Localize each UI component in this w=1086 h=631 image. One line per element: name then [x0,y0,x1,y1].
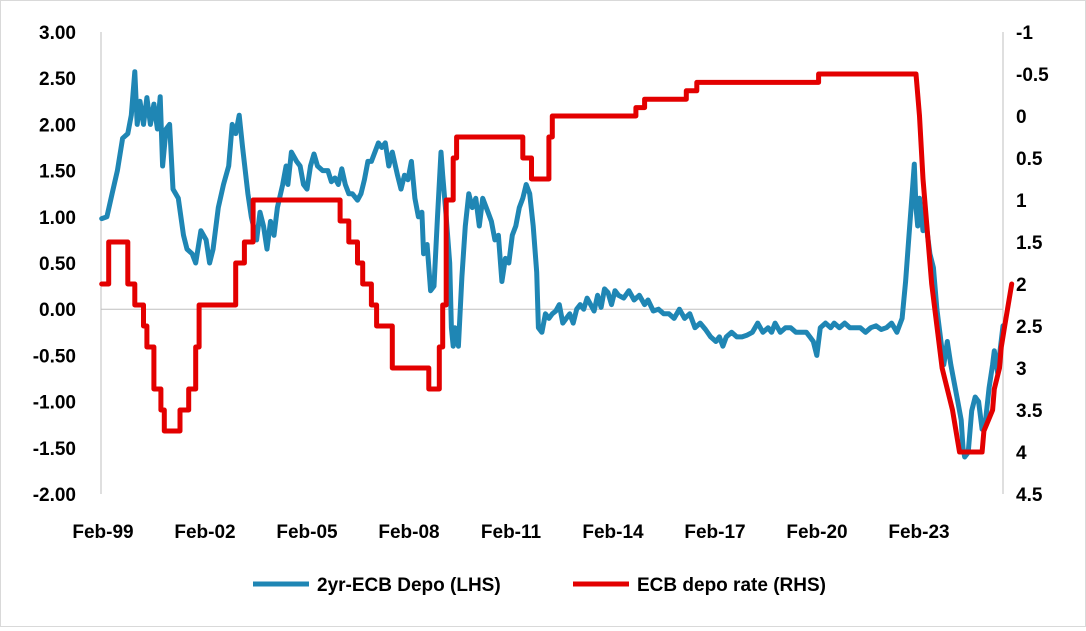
right-tick-label: 3 [1016,359,1027,380]
right-tick-label: 1.5 [1016,233,1043,254]
x-tick-label: Feb-02 [174,522,235,543]
left-tick-label: -1.50 [33,439,76,460]
right-tick-label: 3.5 [1016,401,1043,422]
series-line-1 [99,69,1006,460]
left-tick-label: 1.00 [39,208,76,229]
x-axis-ticks: Feb-99 Feb-02 Feb-05 Feb-08 Feb-11 Feb-14 Feb-… [72,522,949,543]
left-tick-label: 1.50 [39,162,76,183]
left-tick-label: -2.00 [33,485,76,506]
right-tick-label: 4.5 [1016,485,1043,506]
x-tick-label: Feb-05 [276,522,338,543]
series-layer [99,69,1015,460]
x-tick-label: Feb-17 [684,522,745,543]
left-tick-label: 0.50 [39,254,76,275]
right-tick-label: 2 [1016,275,1027,296]
series-line-2 [99,71,1015,455]
left-tick-label: 2.50 [39,69,76,90]
x-tick-label: Feb-08 [378,522,439,543]
x-tick-label: Feb-14 [582,522,644,543]
right-tick-label: -0.5 [1016,65,1049,86]
right-tick-label: 0.5 [1016,149,1043,170]
x-tick-label: Feb-11 [481,522,542,543]
right-axis-ticks: -1 -0.5 0 0.5 1 1.5 2 2.5 3 3.5 4 4.5 [1016,23,1049,506]
left-axis-ticks: 3.00 2.50 2.00 1.50 1.00 0.50 0.00 -0.50 -1.00 -1… [33,23,76,506]
legend-label-2: ECB depo rate (RHS) [637,575,826,596]
left-tick-label: 3.00 [39,23,76,44]
right-tick-label: 4 [1016,443,1027,464]
left-tick-label: -1.00 [33,393,76,414]
x-tick-label: Feb-23 [888,522,949,543]
left-tick-label: 2.00 [39,115,76,136]
x-tick-label: Feb-99 [72,522,133,543]
right-tick-label: 1 [1016,191,1027,212]
x-tick-label: Feb-20 [786,522,847,543]
legend: 2yr-ECB Depo (LHS) ECB depo rate (RHS) [253,575,826,596]
left-tick-label: 0.00 [39,300,76,321]
legend-label-1: 2yr-ECB Depo (LHS) [317,575,501,596]
right-tick-label: 2.5 [1016,317,1043,338]
right-tick-label: 0 [1016,107,1027,128]
left-tick-label: -0.50 [33,346,76,367]
right-tick-label: -1 [1016,23,1033,44]
